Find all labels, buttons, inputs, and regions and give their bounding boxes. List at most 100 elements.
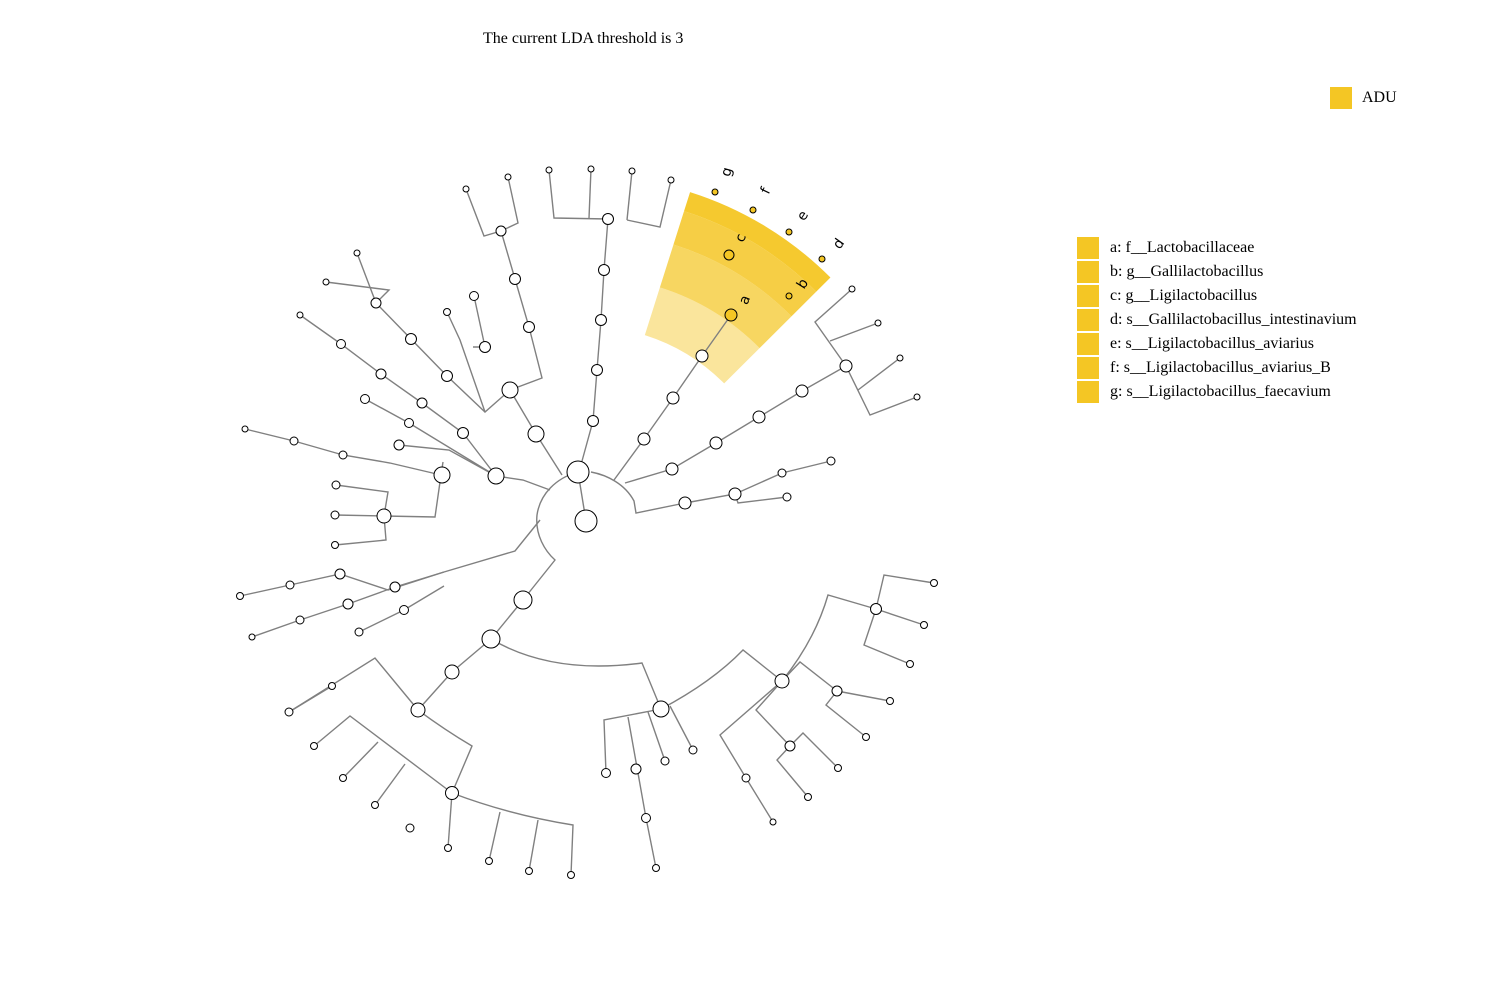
tree-node — [485, 857, 493, 865]
clade-highlight-band — [684, 192, 831, 292]
tree-node — [371, 801, 379, 809]
tree-node — [652, 700, 670, 718]
clade-highlights — [644, 192, 831, 384]
tree-node — [354, 627, 364, 637]
tree-node — [495, 225, 507, 237]
branch — [660, 649, 783, 710]
branch — [288, 685, 333, 713]
branch — [755, 680, 791, 747]
tree-node — [404, 418, 414, 428]
branch — [669, 705, 694, 751]
tree-node — [389, 581, 401, 593]
branch — [335, 484, 389, 517]
tree-node — [695, 349, 709, 363]
branch — [417, 709, 473, 794]
tree-node — [709, 436, 723, 450]
tree-node — [666, 391, 680, 405]
group-legend-swatch — [1330, 87, 1352, 109]
tree-node — [330, 510, 340, 520]
tree-node — [628, 167, 636, 175]
tree-node — [591, 364, 603, 376]
tree-node — [874, 319, 882, 327]
tree-node — [834, 764, 842, 772]
branch — [857, 357, 901, 391]
branch — [588, 168, 592, 219]
branch — [488, 811, 501, 862]
tree-node — [416, 397, 428, 409]
branch — [375, 302, 511, 413]
branch — [325, 281, 391, 304]
clade-legend-swatch — [1077, 285, 1099, 307]
tree-node — [328, 682, 336, 690]
branch — [342, 741, 379, 779]
tree-node — [405, 333, 417, 345]
branch — [781, 661, 838, 692]
tree-node — [487, 467, 505, 485]
branch — [863, 608, 911, 665]
tree-node — [587, 165, 595, 173]
clade-letter-e: e — [794, 208, 812, 224]
tree-node — [630, 763, 642, 775]
branch — [624, 365, 847, 484]
branch — [875, 574, 935, 610]
branch — [875, 608, 925, 626]
tree-node — [469, 291, 479, 301]
tree-node — [782, 492, 792, 502]
tree-node — [441, 370, 453, 382]
tree-node — [769, 818, 777, 826]
clade-legend-item: d: s__Gallilactobacillus_intestinavium — [1077, 308, 1357, 332]
tree-node — [375, 368, 387, 380]
branch — [719, 680, 783, 823]
tree-node — [637, 432, 651, 446]
clade-legend-swatch — [1077, 261, 1099, 283]
tree-node — [595, 314, 607, 326]
tree-node — [566, 460, 590, 484]
tree-node — [728, 487, 742, 501]
tree-node — [310, 742, 318, 750]
tree-node — [513, 590, 533, 610]
tree-node — [444, 844, 452, 852]
tree-node — [462, 185, 470, 193]
branch — [845, 365, 918, 416]
tree-node — [870, 603, 882, 615]
tree-node — [393, 439, 405, 451]
tree-node — [527, 425, 545, 443]
tree-node — [331, 541, 339, 549]
branch — [578, 218, 609, 473]
branch — [626, 170, 633, 221]
tree-node — [501, 381, 519, 399]
branch — [446, 311, 486, 413]
clade-legend-item: a: f__Lactobacillaceae — [1077, 236, 1357, 260]
tree-node — [652, 864, 660, 872]
highlighted-node — [818, 255, 826, 263]
branch — [781, 594, 877, 682]
tree-node — [667, 176, 675, 184]
highlighted-node — [785, 292, 793, 300]
branch — [829, 322, 879, 342]
branch — [299, 314, 497, 477]
clade-legend-item: e: s__Ligilactobacillus_aviarius — [1077, 332, 1357, 356]
tree-node — [370, 297, 382, 309]
tree-node — [598, 264, 610, 276]
tree-node — [795, 384, 809, 398]
branch — [500, 176, 519, 232]
tree-node — [886, 697, 894, 705]
tree-node — [457, 427, 469, 439]
branch — [684, 460, 832, 504]
tree-node — [376, 508, 392, 524]
clade-letter-d: d — [830, 236, 848, 252]
branch — [334, 515, 387, 546]
clade-legend-swatch — [1077, 333, 1099, 355]
branch — [473, 295, 486, 348]
tree-node — [525, 867, 533, 875]
tree-node — [284, 707, 294, 717]
branch — [490, 638, 662, 710]
tree-node — [481, 629, 501, 649]
branch — [334, 514, 385, 517]
clade-letter-f: f — [758, 184, 775, 196]
tree-node — [574, 509, 598, 533]
tree-node — [741, 773, 751, 783]
clade-letter-g: g — [718, 166, 736, 179]
tree-node — [862, 733, 870, 741]
tree-node — [826, 456, 836, 466]
